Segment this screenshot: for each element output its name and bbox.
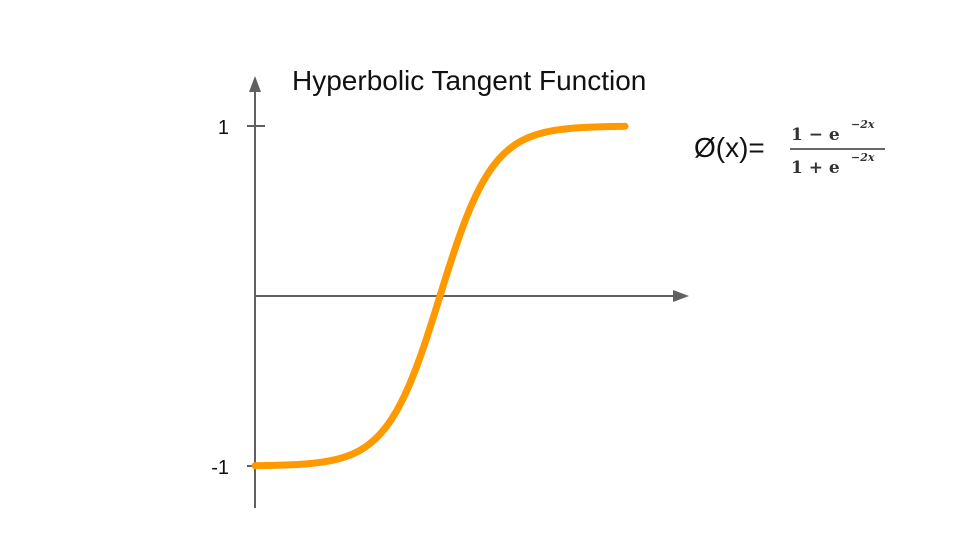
formula-denominator-exponent: −2x (851, 151, 875, 164)
formula: Ø(x)= 1 − e −2x 1 + e −2x (694, 118, 885, 178)
formula-lhs: Ø(x)= (694, 132, 765, 163)
formula-numerator-exponent: −2x (851, 118, 875, 131)
chart-title: Hyperbolic Tangent Function (292, 65, 646, 96)
y-tick-label-bottom: -1 (211, 457, 229, 479)
tanh-curve (251, 122, 629, 470)
formula-numerator-base: 1 − e (791, 125, 840, 145)
y-axis-arrow (249, 76, 261, 92)
x-axis-arrow (673, 290, 689, 302)
formula-denominator-base: 1 + e (791, 158, 840, 178)
y-tick-label-top: 1 (218, 117, 229, 139)
